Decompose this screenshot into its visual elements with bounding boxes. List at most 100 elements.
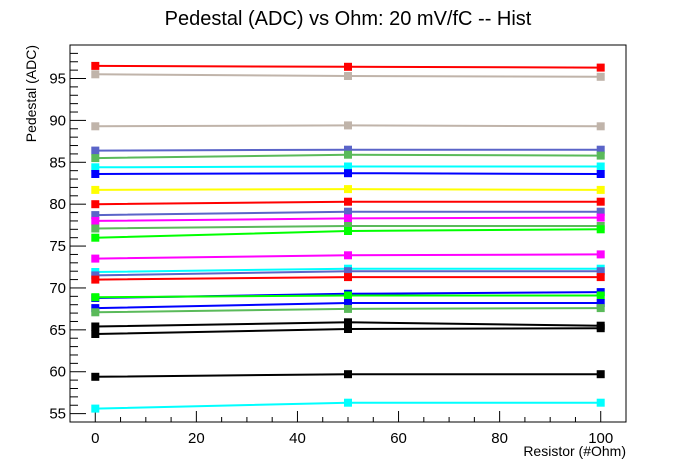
data-point [344,222,352,230]
data-point [344,121,352,130]
y-tick-label: 70 [49,280,66,297]
data-point [344,227,352,235]
data-point [596,197,605,206]
series-10 [91,207,605,220]
series-3 [91,121,605,131]
data-point [91,275,100,284]
data-point [344,325,352,333]
data-point [596,398,605,407]
data-point [344,267,352,276]
series-21 [91,304,605,317]
data-point [344,185,352,194]
y-tick-labels: 55 60 65 70 75 80 85 90 95 [49,71,66,423]
data-point [344,299,352,307]
y-tick-label: 95 [49,71,66,88]
data-point [344,145,352,154]
x-tick-label: 40 [289,430,306,447]
data-point [91,122,100,131]
series-16 [91,267,605,280]
data-point [344,304,352,313]
x-tick-label: 60 [390,430,407,447]
data-point [344,398,352,407]
data-point [91,322,100,331]
data-point [91,216,100,225]
data-point [596,267,605,276]
data-point [91,308,100,317]
series-2 [91,70,605,81]
series-8 [91,185,605,194]
data-point [596,145,605,154]
y-tick-label: 80 [49,196,66,213]
series-19 [91,291,605,302]
series-20 [91,299,605,313]
data-point [91,224,100,233]
data-point [91,233,100,242]
data-point [596,250,605,259]
data-point [596,162,605,171]
series-14 [91,250,605,263]
data-point [596,370,605,379]
x-axis-label: Resistor (#Ohm) [523,443,626,459]
y-tick-label: 55 [49,406,66,423]
data-point [596,170,605,178]
data-point [91,154,100,163]
data-point [344,197,352,206]
data-point [596,225,605,234]
data-point [91,372,100,381]
series-4 [91,145,605,155]
x-tick-label: 80 [491,430,508,447]
y-tick-label: 75 [49,238,66,255]
data-point [344,150,352,159]
data-point [91,211,100,220]
y-tick-label: 90 [49,112,66,129]
data-point [344,214,352,223]
data-point [596,63,605,72]
y-tick-label: 65 [49,322,66,339]
data-point [344,72,352,80]
data-point [596,151,605,160]
data-point [91,271,100,280]
y-axis-label: Pedestal (ADC) [23,45,39,142]
chart-title: Pedestal (ADC) vs Ohm: 20 mV/fC -- Hist [165,8,532,30]
data-point [344,318,352,327]
data-point [91,185,100,194]
series-7 [91,169,605,178]
data-point [344,207,352,216]
data-point [596,185,605,194]
x-tick-labels: 0 20 40 60 80 100 [91,430,613,447]
series-23 [91,324,605,338]
data-point [596,207,605,216]
y-tick-label: 60 [49,364,66,381]
series-9 [91,197,605,209]
data-point [344,251,352,260]
data-point [596,299,605,307]
data-point [91,61,100,70]
data-point [596,291,605,300]
data-point [344,291,352,300]
data-point [596,304,605,313]
axis-ticks [69,44,627,423]
data-point [91,163,100,172]
series-11 [91,213,605,225]
series-25 [91,398,605,413]
series-layer [91,61,605,413]
data-point [91,304,100,313]
data-point [91,70,100,79]
data-point [596,122,605,131]
y-tick-label: 85 [49,154,66,171]
data-point [344,169,352,178]
data-point [596,273,605,282]
data-point [91,170,100,178]
series-24 [91,370,605,381]
data-point [91,330,100,338]
data-point [344,370,352,379]
data-point [596,324,605,333]
series-1 [91,61,605,72]
data-point [91,200,100,209]
series-13 [91,225,605,242]
data-point [344,273,352,282]
series-5 [91,150,605,163]
x-tick-label: 0 [91,430,99,447]
x-tick-label: 100 [588,430,613,447]
